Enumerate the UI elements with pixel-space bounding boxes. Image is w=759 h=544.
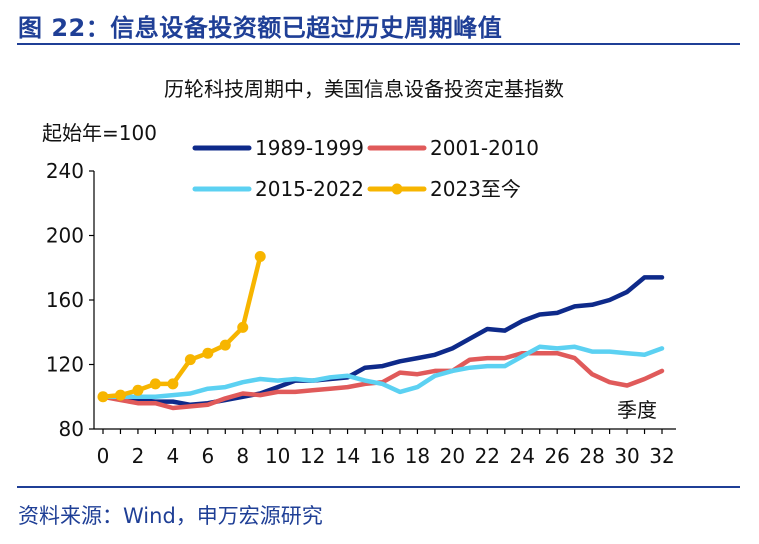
series-layer [97,250,665,411]
legend-label: 2015-2022 [255,177,364,201]
y-tick-label: 120 [46,353,84,377]
x-tick-label: 30 [614,444,639,468]
data-point [149,378,161,390]
x-tick-label: 26 [544,444,569,468]
x-tick-label: 6 [201,444,214,468]
y-tick-label: 80 [59,417,84,441]
series-line-2015-2022 [100,344,665,400]
chart-subtitle: 历轮科技周期中，美国信息设备投资定基指数 [164,77,564,101]
data-point [254,250,266,262]
data-point [202,347,214,359]
y-axis-unit-label: 起始年=100 [42,121,157,145]
x-tick-label: 22 [475,444,500,468]
x-tick-label: 0 [97,444,110,468]
data-point [184,354,196,366]
x-tick-label: 28 [579,444,604,468]
data-point [167,378,179,390]
data-point [219,339,231,351]
legend-label: 2023至今 [430,177,521,201]
x-tick-label: 8 [236,444,249,468]
legend: 1989-1999 2001-2010 2015-2022 2023至今 [192,136,539,201]
series-line-2023至今 [100,254,263,400]
x-axis-unit-label: 季度 [617,398,657,422]
legend-marker [391,183,403,195]
data-point [237,321,249,333]
x-tick-label: 32 [649,444,674,468]
x-tick-label: 24 [510,444,535,468]
legend-label: 1989-1999 [255,136,364,160]
source-note: 资料来源：Wind，申万宏源研究 [18,504,323,528]
x-tick-label: 12 [300,444,325,468]
figure-title: 图 22：信息设备投资额已超过历史周期峰值 [18,14,503,42]
footer-divider [17,486,740,488]
title-divider [17,43,740,45]
x-tick-label: 14 [335,444,360,468]
x-tick-label: 20 [440,444,465,468]
data-point [132,384,144,396]
data-point [114,389,126,401]
x-tick-label: 18 [405,444,430,468]
x-tick-label: 16 [370,444,395,468]
legend-label: 2001-2010 [430,136,539,160]
y-tick-label: 200 [46,224,84,248]
x-tick-label: 4 [167,444,180,468]
y-tick-label: 160 [46,288,84,312]
data-point [97,391,109,403]
x-tick-label: 10 [265,444,290,468]
y-tick-label: 240 [46,159,84,183]
x-tick-label: 2 [132,444,145,468]
